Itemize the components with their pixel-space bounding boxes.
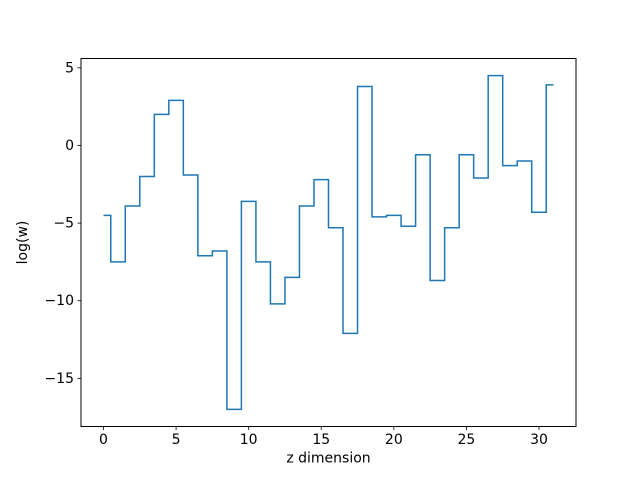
y-tick-label: 5 bbox=[65, 60, 74, 76]
y-tick-label: −15 bbox=[44, 371, 74, 387]
x-tick-label: 20 bbox=[385, 432, 403, 448]
x-tick-label: 0 bbox=[99, 432, 108, 448]
axes-spines bbox=[80, 58, 577, 427]
step-line-series bbox=[103, 74, 554, 411]
x-tick-label: 5 bbox=[172, 432, 181, 448]
x-tick-label: 10 bbox=[240, 432, 258, 448]
x-tick-label: 30 bbox=[530, 432, 548, 448]
axes-background bbox=[81, 58, 576, 427]
x-axis-label: z dimension bbox=[286, 451, 370, 467]
x-tick-label: 15 bbox=[312, 432, 330, 448]
x-tick-label: 25 bbox=[457, 432, 475, 448]
y-tick-label: 0 bbox=[65, 138, 74, 154]
y-tick-label: −10 bbox=[44, 293, 74, 309]
y-tick-label: −5 bbox=[53, 216, 74, 232]
y-axis-label: log(w) bbox=[15, 221, 31, 265]
